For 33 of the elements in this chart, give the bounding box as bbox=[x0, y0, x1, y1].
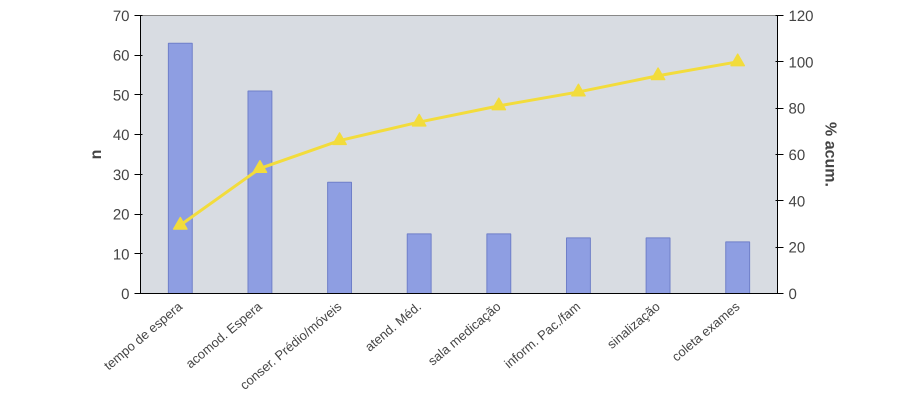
bar bbox=[566, 237, 591, 294]
point bbox=[570, 83, 586, 96]
y2-tick-label: 20 bbox=[788, 240, 806, 257]
y-tick-label: 40 bbox=[112, 127, 130, 144]
point bbox=[332, 132, 348, 146]
y-tick-label: 60 bbox=[112, 48, 130, 65]
y-tick-label: 50 bbox=[112, 87, 130, 104]
bar bbox=[247, 90, 272, 294]
bar bbox=[486, 233, 512, 294]
bar bbox=[168, 42, 193, 294]
point bbox=[491, 97, 506, 110]
y2-tick-label: 40 bbox=[788, 193, 806, 210]
bar bbox=[327, 182, 352, 294]
point bbox=[730, 53, 746, 66]
y-axis-title: n bbox=[88, 150, 105, 160]
y2-tick-label: 120 bbox=[788, 8, 814, 25]
bar bbox=[406, 233, 432, 294]
y2-tick-label: 0 bbox=[788, 286, 797, 303]
y-tick-label: 70 bbox=[112, 8, 130, 25]
bar bbox=[725, 241, 750, 294]
y2-tick-label: 60 bbox=[788, 147, 806, 164]
y-tick-label: 20 bbox=[112, 206, 130, 224]
y2-axis-title: % acum. bbox=[822, 122, 839, 187]
y2-tick-label: 100 bbox=[788, 54, 814, 72]
point bbox=[172, 216, 188, 230]
y-tick-label: 30 bbox=[112, 166, 130, 184]
point bbox=[650, 67, 666, 80]
y-tick-label: 0 bbox=[121, 286, 130, 303]
y2-tick-label: 80 bbox=[788, 100, 806, 118]
point bbox=[412, 113, 427, 127]
point bbox=[252, 160, 268, 173]
y-tick-label: 10 bbox=[112, 246, 130, 264]
bar bbox=[646, 237, 671, 294]
